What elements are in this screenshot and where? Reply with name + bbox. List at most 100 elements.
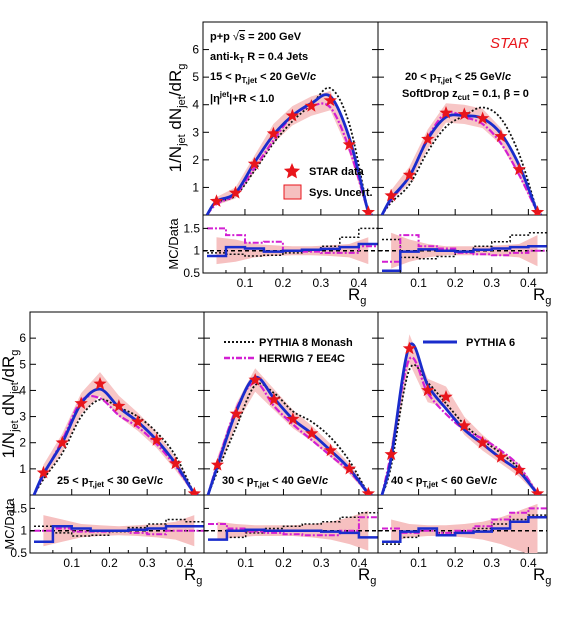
jets-label: anti-kT R = 0.4 Jets xyxy=(210,51,308,65)
data-point xyxy=(494,129,508,143)
x-tick-label: 0.2 xyxy=(275,276,292,290)
legend-pythia6-label: PYTHIA 6 xyxy=(466,337,515,349)
data-point xyxy=(266,126,281,140)
ratio-tick-label: 1.5 xyxy=(10,501,27,515)
x-tick-label: 0.4 xyxy=(520,556,537,570)
pt-range-label-2: 25 < pT,jet < 30 GeV/c xyxy=(57,475,163,489)
data-point xyxy=(361,486,375,495)
ratio-pythia6-step xyxy=(34,524,204,544)
data-point xyxy=(112,399,126,412)
data-point xyxy=(384,447,398,461)
legend-star-marker xyxy=(283,163,301,179)
x-axis-title-1: Rg xyxy=(533,285,551,307)
x-tick-label: 0.1 xyxy=(237,276,254,290)
y-tick-label: 5 xyxy=(19,357,26,371)
ratio-pythia6-step xyxy=(382,516,547,544)
data-point xyxy=(229,407,243,420)
data-point xyxy=(228,185,243,199)
monash-curve xyxy=(206,86,373,215)
data-point xyxy=(342,137,356,151)
main-plot-area xyxy=(380,334,545,495)
x-tick-label: 0.3 xyxy=(483,276,500,290)
pt-range-label-3: 30 < pT,jet < 40 GeV/c xyxy=(222,475,328,489)
ratio-herwig-step xyxy=(382,507,547,534)
x-axis-title-3: Rg xyxy=(358,565,376,587)
y-axis-title-bottom: 1/Njet dNjet/dRg xyxy=(0,350,21,459)
main-plot-area xyxy=(206,368,375,495)
data-point xyxy=(36,465,51,479)
legend-star: STAR data Sys. Uncert. xyxy=(283,163,373,200)
star-logo: STAR xyxy=(490,35,529,52)
legend-star-label: STAR data xyxy=(309,166,365,178)
ratio-plot-area xyxy=(378,232,547,273)
y-tick-label: 6 xyxy=(19,331,26,345)
data-point xyxy=(305,426,319,440)
y-tick-label: 3 xyxy=(19,410,26,424)
data-point xyxy=(512,162,526,176)
legend-models: PYTHIA 8 Monash HERWIG 7 EE4C PYTHIA 6 xyxy=(224,337,515,365)
ratio-herwig-step xyxy=(208,516,378,537)
data-point xyxy=(476,435,490,449)
main-plot-area xyxy=(32,372,201,495)
data-point xyxy=(304,99,318,112)
y-tick-label: 5 xyxy=(192,70,199,84)
softdrop-label: SoftDrop zcut = 0.1, β = 0 xyxy=(402,88,529,102)
data-point xyxy=(150,433,164,446)
data-point xyxy=(439,106,453,119)
data-point xyxy=(361,205,375,215)
data-point xyxy=(324,443,338,457)
legend-herwig-label: HERWIG 7 EE4C xyxy=(259,353,345,365)
data-point xyxy=(384,188,398,202)
ratio-plot-area xyxy=(378,503,547,553)
x-tick-label: 0.2 xyxy=(447,556,464,570)
x-tick-label: 0.2 xyxy=(447,276,464,290)
x-tick-label: 0.4 xyxy=(351,556,368,570)
y-tick-label: 4 xyxy=(19,383,26,397)
legend-sys-label: Sys. Uncert. xyxy=(309,187,373,199)
ratio-pythia6-step xyxy=(208,528,378,541)
monash-curve xyxy=(381,106,543,215)
ratio-plot-area xyxy=(204,510,378,551)
data-point xyxy=(93,376,107,390)
panel-pt-25-30: 0.1 0.2 0.3 0.4 1 2 3 4 5 6 0.5 1 1.5 xyxy=(10,311,205,570)
data-point xyxy=(421,132,435,145)
legend-sys-swatch xyxy=(283,184,302,200)
ratio-tick-label: 0.5 xyxy=(183,266,200,280)
data-point xyxy=(457,418,471,432)
x-tick-label: 0.3 xyxy=(313,556,330,570)
data-point xyxy=(187,486,201,495)
y-axis-title-top: 1/Njet dNjet/dRg xyxy=(166,64,188,173)
data-point xyxy=(55,435,69,449)
x-tick-label: 0.3 xyxy=(483,556,500,570)
x-axis-title-4: Rg xyxy=(533,565,551,587)
pt-range-label-4: 40 < pT,jet < 60 GeV/c xyxy=(391,475,497,489)
x-tick-label: 0.3 xyxy=(313,276,330,290)
ratio-axis-title-bottom: MC/Data xyxy=(2,498,17,550)
x-axis-title-2: Rg xyxy=(184,565,202,587)
ratio-monash-step xyxy=(207,227,378,257)
x-tick-label: 0.2 xyxy=(275,556,292,570)
x-tick-label: 0.1 xyxy=(63,556,80,570)
collision-label: p+p √s = 200 GeV xyxy=(210,31,302,43)
data-point xyxy=(342,461,357,475)
ratio-monash-step xyxy=(34,518,204,537)
y-tick-label: 3 xyxy=(192,125,199,139)
pt-range-label-1: 20 < pT,jet < 25 GeV/c xyxy=(405,71,511,85)
x-tick-label: 0.2 xyxy=(101,556,118,570)
panel-pt-40-60: 0.1 0.2 0.3 0.4 xyxy=(377,311,548,570)
ratio-sys-band xyxy=(391,503,538,553)
monash-curve xyxy=(33,398,199,495)
data-point xyxy=(210,457,225,471)
x-tick-label: 0.3 xyxy=(139,556,156,570)
data-point xyxy=(285,108,300,122)
data-point xyxy=(402,341,417,355)
x-tick-label: 0.1 xyxy=(410,556,427,570)
data-point xyxy=(530,486,545,495)
monash-curve xyxy=(207,382,373,495)
ratio-monash-step xyxy=(208,512,378,541)
data-point xyxy=(512,463,526,476)
main-plot-area xyxy=(380,103,545,215)
data-point xyxy=(494,450,508,463)
eta-cut-label: |ηjet|+R < 1.0 xyxy=(210,90,274,105)
